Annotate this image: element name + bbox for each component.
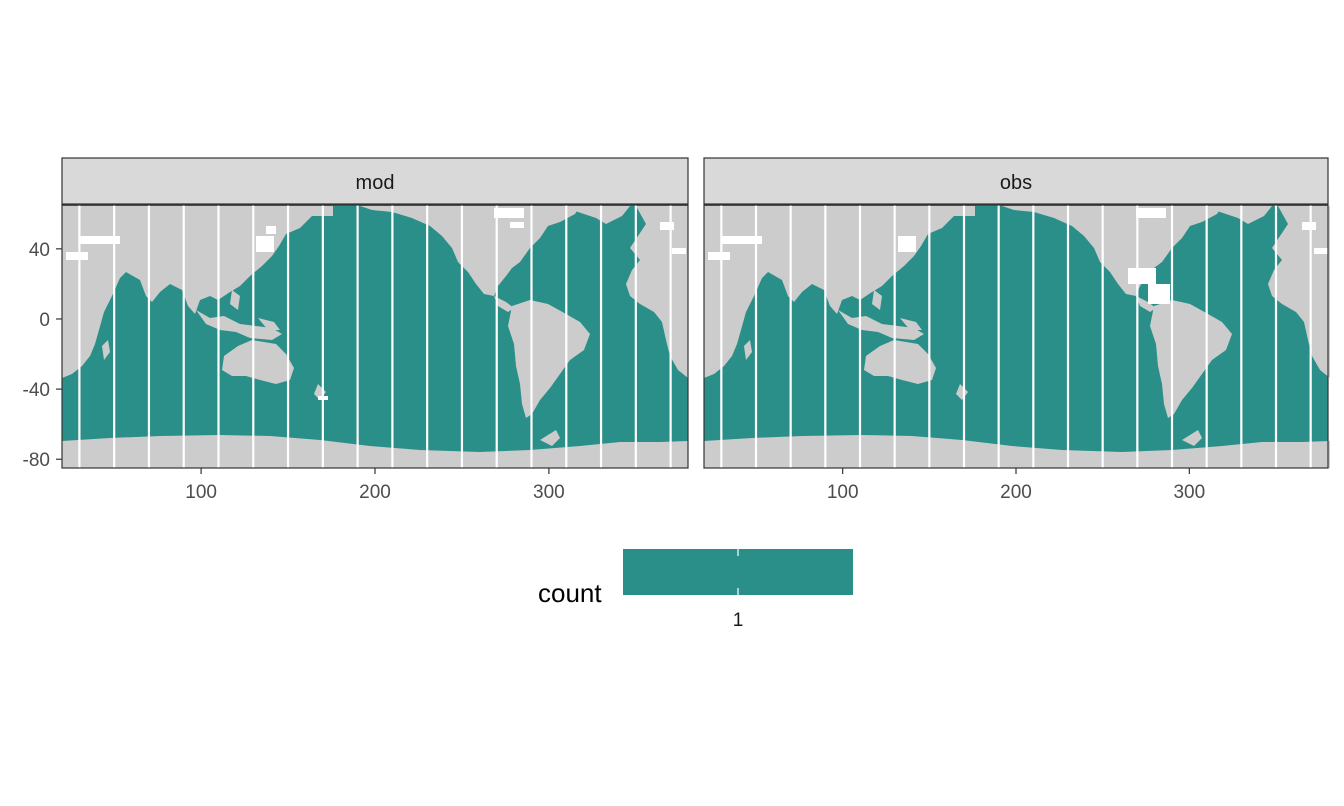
y-tick-label: -80	[23, 450, 50, 471]
transect-lines	[78, 205, 672, 468]
y-tick-label: -40	[23, 380, 50, 401]
legend-tick-label: 1	[733, 610, 744, 631]
strip-background	[703, 157, 1329, 205]
x-tick-label: 300	[533, 482, 565, 503]
y-axis: 40 0 -40 -80	[23, 240, 62, 471]
missing-cells	[66, 208, 686, 400]
legend: count 1	[538, 549, 853, 631]
y-tick-label: 40	[29, 240, 50, 261]
legend-title: count	[538, 578, 602, 608]
x-tick-label: 100	[827, 482, 859, 503]
transect-lines	[720, 205, 1312, 468]
missing-cells	[708, 208, 1328, 304]
x-axis-mod: 100 200 300	[185, 468, 565, 503]
strip-background	[61, 157, 689, 205]
facet-panel-obs: obs	[703, 157, 1330, 469]
strip-label: obs	[1000, 172, 1032, 194]
x-axis-obs: 100 200 300	[827, 468, 1205, 503]
x-tick-label: 100	[185, 482, 217, 503]
legend-colorbar	[623, 549, 853, 595]
x-tick-label: 300	[1173, 482, 1205, 503]
y-tick-label: 0	[39, 310, 50, 331]
x-tick-label: 200	[1000, 482, 1032, 503]
facet-panel-mod: mod	[61, 157, 689, 469]
strip-label: mod	[356, 172, 395, 194]
x-tick-label: 200	[359, 482, 391, 503]
